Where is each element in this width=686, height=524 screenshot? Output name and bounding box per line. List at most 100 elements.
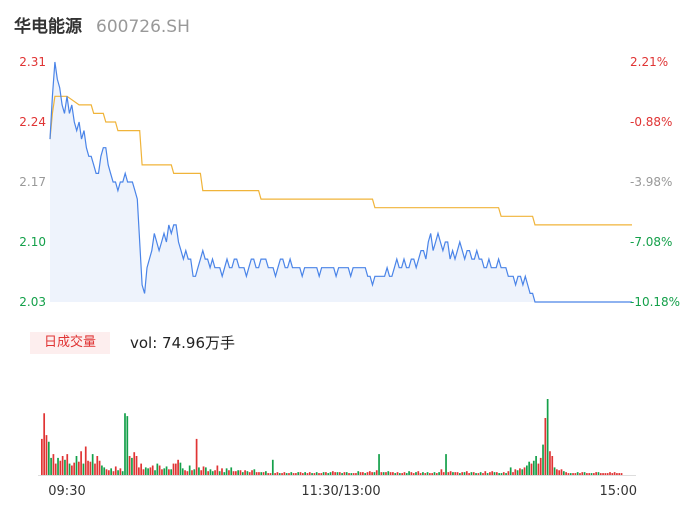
- volume-bar: [479, 472, 482, 475]
- volume-bar: [549, 451, 551, 475]
- volume-bar: [364, 473, 367, 475]
- volume-bar: [620, 473, 623, 475]
- volume-bar: [498, 473, 500, 475]
- volume-bar: [465, 471, 468, 475]
- volume-bar: [73, 462, 76, 475]
- average-price-line: [49, 95, 632, 226]
- volume-bar: [107, 470, 110, 475]
- volume-bar: [241, 472, 244, 475]
- volume-bar: [375, 470, 378, 475]
- volume-bar: [371, 472, 373, 475]
- volume-bar: [68, 463, 71, 475]
- volume-bar: [602, 473, 604, 475]
- volume-bar: [315, 472, 318, 475]
- volume-bar: [546, 399, 549, 475]
- price-chart: 2.31 2.21% 2.24 -0.88% 2.17 -3.98% 2.10 -7.08% 2…: [19, 55, 680, 309]
- volume-bar: [567, 473, 570, 475]
- volume-bar: [343, 472, 346, 475]
- volume-summary: vol: 74.96万手: [130, 334, 235, 352]
- y-tick-label-right: -0.88%: [630, 115, 672, 129]
- volume-bar: [433, 472, 436, 475]
- volume-bar: [225, 468, 228, 475]
- volume-bar: [329, 472, 332, 475]
- volume-bar: [590, 473, 593, 475]
- volume-bar: [207, 471, 209, 475]
- volume-bar: [246, 471, 249, 475]
- x-tick-label: 11:30/13:00: [301, 484, 380, 499]
- volume-bar: [472, 472, 475, 475]
- volume-bar: [357, 471, 360, 475]
- volume-bar: [572, 473, 574, 475]
- volume-bar: [435, 473, 438, 475]
- volume-bar: [161, 469, 163, 475]
- price-area-fill: [50, 62, 632, 302]
- volume-bar: [412, 473, 415, 475]
- volume-bar: [181, 468, 184, 475]
- volume-bar: [556, 469, 558, 475]
- volume-bar: [230, 467, 233, 475]
- volume-bar: [477, 473, 480, 475]
- volume-bar: [193, 469, 196, 475]
- volume-bar: [505, 473, 507, 475]
- volume-bar: [274, 473, 276, 475]
- volume-bar: [54, 463, 57, 475]
- volume-bar: [355, 473, 357, 475]
- volume-bar: [45, 435, 48, 475]
- volume-bar: [151, 465, 154, 475]
- volume-bar: [195, 438, 198, 475]
- volume-bar: [239, 470, 242, 475]
- volume-bar: [265, 471, 267, 475]
- volume-bar: [318, 473, 320, 475]
- y-tick-label-left: 2.10: [19, 235, 46, 249]
- volume-bar: [320, 473, 323, 475]
- volume-bar: [380, 472, 383, 475]
- y-tick-label-right: -7.08%: [630, 235, 672, 249]
- volume-bar: [297, 472, 300, 475]
- volume-bar: [509, 467, 512, 475]
- volume-bar: [41, 438, 43, 475]
- volume-bar: [562, 471, 565, 475]
- volume-tab[interactable]: 日成交量: [30, 332, 110, 354]
- volume-bar: [87, 460, 89, 475]
- volume-bar: [281, 473, 283, 475]
- volume-bar: [440, 469, 443, 475]
- volume-bar: [184, 470, 186, 475]
- volume-bar: [94, 463, 96, 475]
- volume-bar: [251, 470, 253, 475]
- y-tick-label-right: 2.21%: [630, 55, 668, 69]
- volume-bar: [350, 473, 353, 475]
- volume-bar: [459, 473, 461, 475]
- volume-bar: [565, 472, 567, 475]
- x-tick-label: 15:00: [600, 484, 637, 499]
- volume-bar: [179, 462, 182, 475]
- volume-bar: [604, 473, 607, 475]
- volume-bar: [588, 473, 591, 475]
- volume-bar: [424, 473, 427, 475]
- volume-bar: [267, 473, 270, 475]
- volume-bar: [98, 460, 101, 475]
- volume-bar: [327, 473, 330, 475]
- volume-bar: [299, 472, 302, 475]
- volume-bar: [214, 470, 216, 475]
- volume-bar: [535, 456, 537, 475]
- volume-bar: [218, 471, 221, 475]
- volume-bar: [537, 463, 540, 475]
- volume-bar: [71, 465, 73, 475]
- volume-bar: [410, 472, 413, 475]
- stock-code: 600726.SH: [96, 17, 190, 37]
- volume-bar: [301, 473, 304, 475]
- volume-bar: [359, 472, 362, 475]
- volume-bar: [452, 472, 454, 475]
- volume-bar: [442, 472, 445, 475]
- volume-bar: [47, 441, 50, 475]
- volume-bar: [156, 463, 159, 475]
- volume-bar: [103, 467, 106, 475]
- volume-bar: [611, 473, 614, 475]
- volume-bar: [592, 473, 595, 475]
- volume-bar: [392, 472, 394, 475]
- volume-bar: [415, 472, 417, 475]
- volume-bar: [138, 467, 140, 475]
- volume-bar: [618, 473, 621, 475]
- volume-bar: [461, 472, 464, 475]
- volume-bar: [484, 471, 487, 475]
